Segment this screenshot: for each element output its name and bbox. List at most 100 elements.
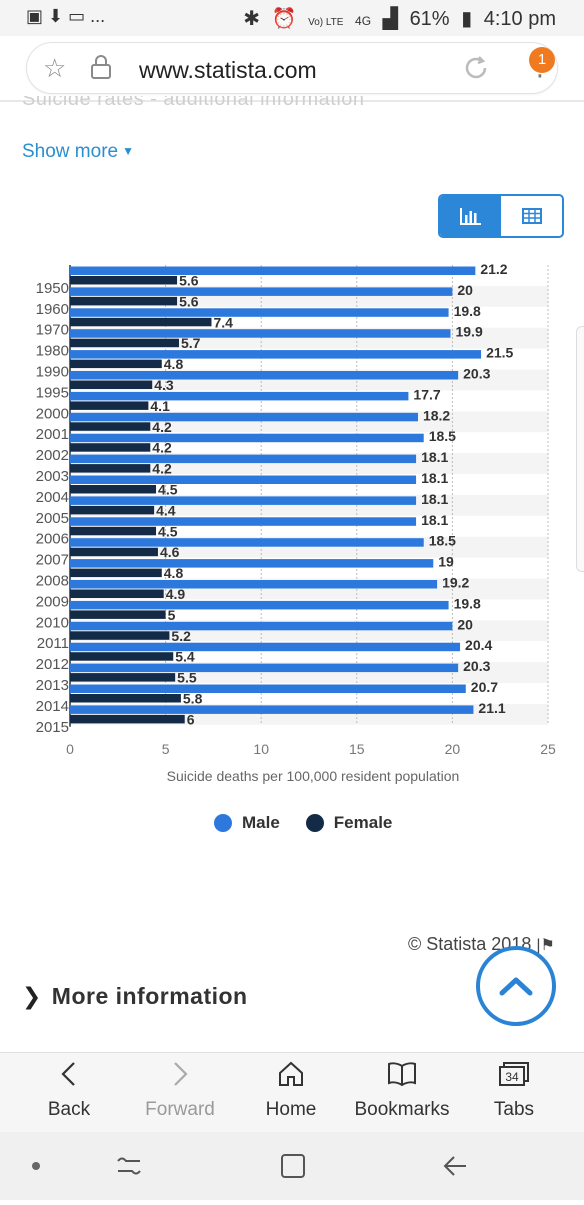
bar-male[interactable]	[70, 454, 417, 464]
bar-female[interactable]	[70, 422, 151, 431]
bookmark-star-icon[interactable]: ☆	[43, 53, 67, 83]
flag-icon[interactable]: |⚑	[536, 937, 555, 954]
home-button[interactable]: Home	[236, 1061, 346, 1121]
bar-male[interactable]	[70, 391, 409, 401]
bar-male[interactable]	[70, 538, 424, 547]
bar-male[interactable]	[70, 580, 438, 589]
data-label-male: 18.1	[421, 491, 448, 507]
data-label-male: 20.3	[463, 658, 490, 674]
signal-icon: ▟	[382, 8, 398, 30]
bar-male[interactable]	[70, 475, 417, 485]
bar-male[interactable]	[70, 371, 459, 380]
bar-male[interactable]	[70, 308, 449, 317]
show-more-label: Show more	[22, 141, 119, 162]
bar-female[interactable]	[70, 276, 178, 285]
network-indicator: 4G	[355, 14, 372, 28]
data-label-female: 4.5	[158, 523, 178, 539]
bar-male[interactable]	[70, 287, 453, 296]
more-notifications: ...	[90, 6, 106, 26]
system-nav-bar	[0, 1132, 584, 1200]
bar-female[interactable]	[70, 568, 162, 578]
bar-male[interactable]	[70, 705, 474, 714]
chart-legend: Male Female	[214, 813, 418, 833]
y-tick-label: 2012	[36, 656, 69, 673]
bar-female[interactable]	[70, 296, 178, 306]
url-text[interactable]: www.statista.com	[139, 57, 317, 83]
bar-female[interactable]	[70, 526, 157, 536]
recent-apps-icon[interactable]	[117, 1157, 141, 1175]
scroll-to-top-button[interactable]	[476, 946, 556, 1026]
data-label-female: 5.6	[179, 293, 199, 309]
bar-female[interactable]	[70, 673, 176, 682]
bar-male[interactable]	[70, 496, 417, 505]
data-label-male: 21.1	[478, 700, 505, 716]
bar-female[interactable]	[70, 631, 170, 640]
bar-female[interactable]	[70, 359, 162, 369]
bar-male[interactable]	[70, 266, 476, 276]
data-label-male: 21.2	[480, 261, 507, 277]
bar-female[interactable]	[70, 610, 166, 619]
scrollbar-handle[interactable]	[576, 326, 584, 572]
bar-female[interactable]	[70, 317, 212, 327]
bar-female[interactable]	[70, 714, 185, 724]
data-label-male: 18.1	[421, 512, 448, 528]
address-bar[interactable]: ☆ www.statista.com ⋮ 1	[26, 42, 558, 94]
bar-female[interactable]	[70, 443, 151, 452]
y-tick-label: 2015	[36, 719, 69, 736]
x-tick-label: 10	[253, 741, 269, 757]
system-status: ✱ ⏰ Vo) LTE 4G ▟ 61% ▮ 4:10 pm	[237, 6, 556, 31]
more-information-toggle[interactable]: ❯ More information	[22, 983, 248, 1010]
bookmarks-icon	[388, 1062, 416, 1087]
bar-female[interactable]	[70, 485, 157, 494]
data-label-female: 4.2	[152, 419, 172, 435]
back-nav-icon[interactable]	[443, 1156, 466, 1176]
bar-female[interactable]	[70, 547, 158, 557]
y-tick-label: 2000	[36, 405, 69, 422]
y-tick-label: 2008	[36, 573, 69, 590]
bar-male[interactable]	[70, 350, 482, 359]
y-tick-label: 2003	[36, 468, 69, 485]
table-view-button[interactable]	[501, 196, 562, 236]
bar-male[interactable]	[70, 329, 451, 338]
x-tick-label: 5	[162, 741, 170, 757]
home-nav-icon[interactable]	[281, 1154, 305, 1178]
y-tick-label: 1950	[36, 280, 69, 297]
bar-female[interactable]	[70, 464, 151, 473]
bar-female[interactable]	[70, 505, 155, 515]
back-button[interactable]: Back	[14, 1061, 124, 1121]
bar-male[interactable]	[70, 600, 449, 610]
forward-button[interactable]: Forward	[125, 1061, 235, 1121]
data-label-female: 4.2	[152, 440, 172, 456]
bar-male[interactable]	[70, 559, 434, 568]
data-label-female: 7.4	[213, 314, 233, 330]
y-tick-label: 1970	[36, 322, 69, 339]
bar-male[interactable]	[70, 684, 466, 694]
data-label-female: 5.4	[175, 649, 195, 665]
bar-male[interactable]	[70, 621, 453, 631]
chart-view-button[interactable]	[440, 196, 501, 236]
bar-female[interactable]	[70, 380, 153, 390]
tabs-button[interactable]: 34 Tabs	[459, 1061, 569, 1121]
show-more-link[interactable]: Show more ▼	[22, 141, 134, 163]
legend-label-female: Female	[333, 813, 393, 832]
bar-female[interactable]	[70, 652, 174, 661]
legend-item-male[interactable]: Male	[214, 813, 280, 833]
bar-male[interactable]	[70, 517, 417, 526]
bar-male[interactable]	[70, 412, 418, 422]
bar-male[interactable]	[70, 663, 459, 673]
data-label-female: 5	[168, 607, 176, 623]
reload-icon[interactable]	[461, 53, 491, 83]
legend-item-female[interactable]: Female	[305, 813, 393, 833]
y-tick-label: 2001	[36, 426, 69, 443]
bar-male[interactable]	[70, 433, 424, 443]
bar-female[interactable]	[70, 338, 179, 348]
bar-female[interactable]	[70, 694, 181, 703]
status-bar: ▣ ⬇ ▭ ... ✱ ⏰ Vo) LTE 4G ▟ 61% ▮ 4:10 pm	[0, 0, 584, 36]
bar-male[interactable]	[70, 642, 461, 652]
data-label-male: 18.2	[423, 407, 450, 423]
bookmarks-button[interactable]: Bookmarks	[347, 1061, 457, 1121]
bar-female[interactable]	[70, 401, 149, 410]
bar-female[interactable]	[70, 589, 164, 599]
nav-dot-icon[interactable]	[32, 1162, 40, 1170]
data-label-female: 6	[187, 711, 195, 727]
